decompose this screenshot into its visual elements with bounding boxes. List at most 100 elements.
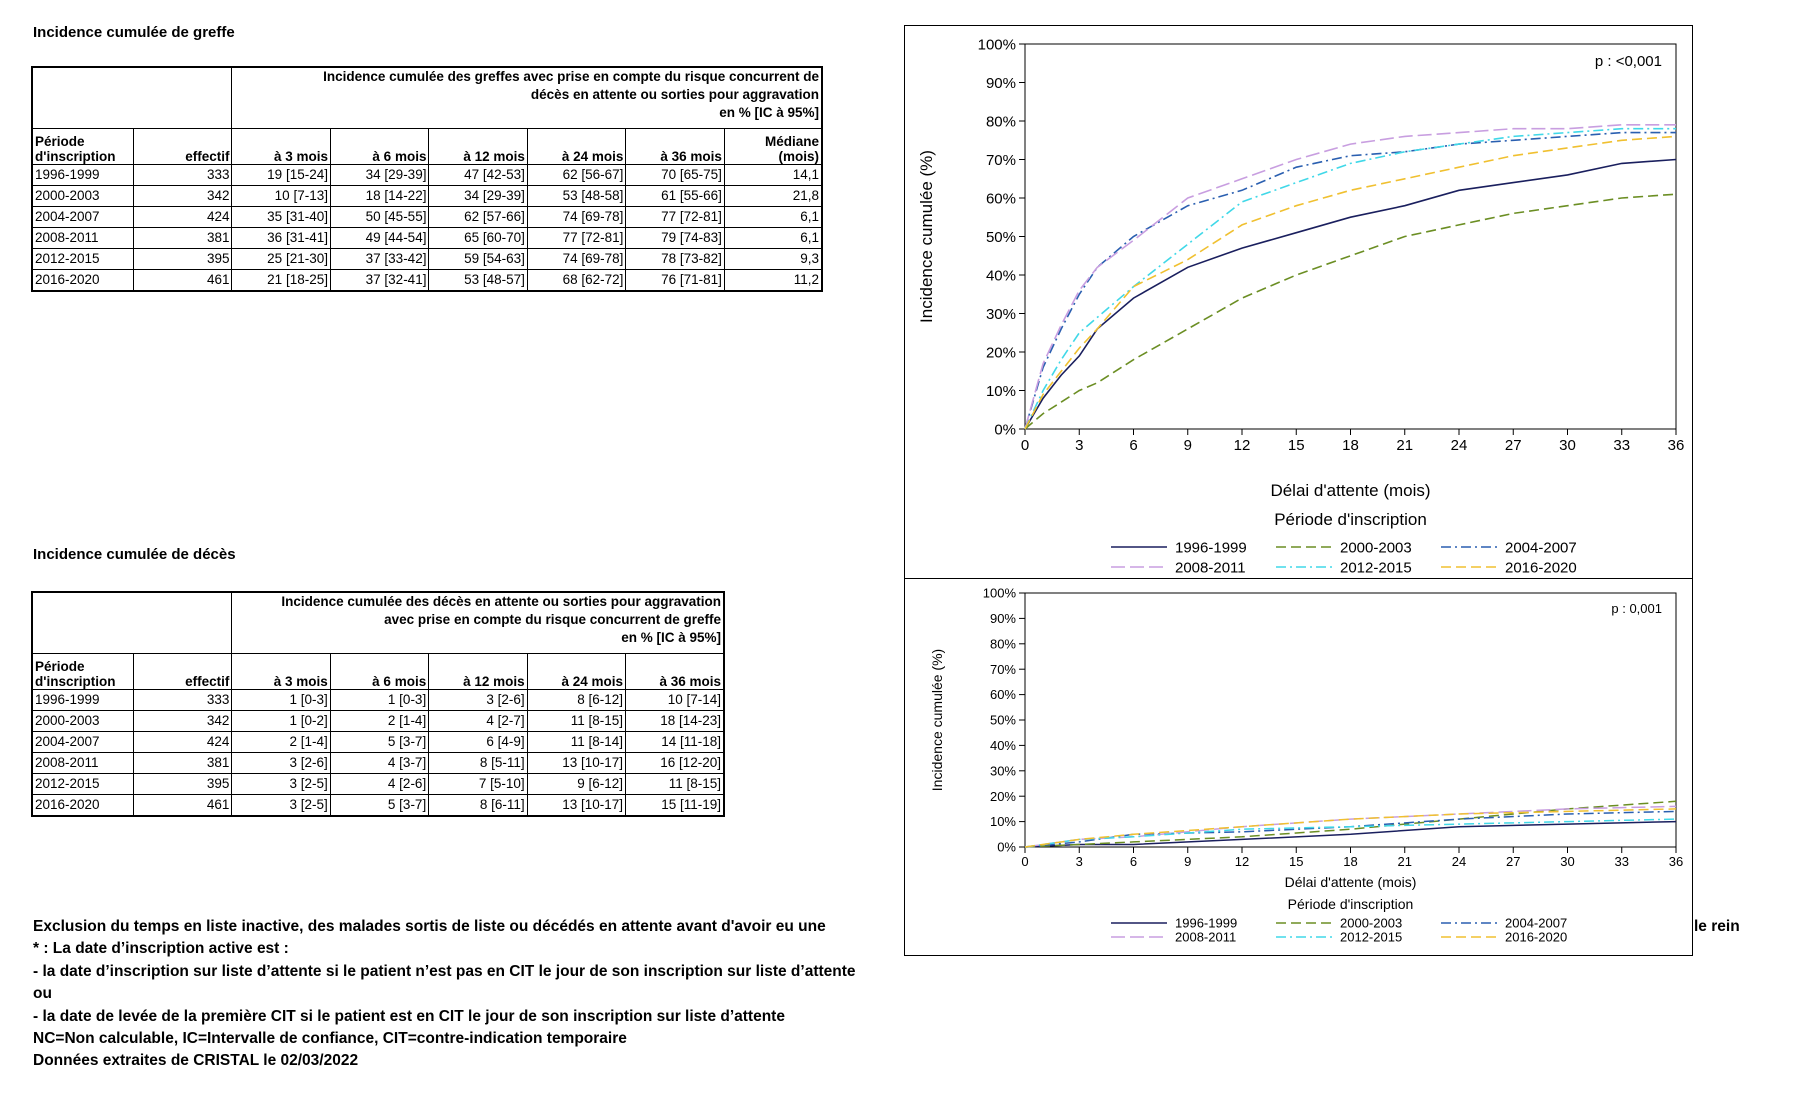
period-cell: 2004-2007 [31,205,134,228]
count-cell: 333 [132,688,233,711]
legend-label: 1996-1999 [1175,916,1237,931]
death-header-row: Période d'inscription effectif à 3 mois à… [31,652,725,690]
y-tick-label: 40% [990,738,1016,753]
col-time-header: à 12 mois [428,652,528,690]
graft-table-corner [31,66,233,129]
median-cell: 9,3 [723,247,823,270]
legend-label: 2012-2015 [1340,559,1412,576]
legend-title: Période d'inscription [1274,510,1427,529]
incidence-cell: 8 [6-11] [428,793,528,816]
graft-incidence-chart: 0%10%20%30%40%50%60%70%80%90%100%0 3 6 9 12 1… [917,36,1684,576]
note-abbreviations: NC=Non calculable, IC=Intervalle de conf… [33,1030,627,1048]
incidence-cell: 10 [7-13] [231,184,331,207]
legend-label: 2012-2015 [1340,930,1402,945]
y-tick-label: 70% [990,662,1016,677]
median-cell: 14,1 [723,163,823,186]
table-row: 1996-1999 333 1 [0-3] 1 [0-3] 3 [2-6] 8 [6-12… [31,688,725,711]
x-tick-label: 21 [1396,437,1413,454]
table-row: 2000-2003 342 10 [7-13] 18 [14-22] 34 [29-39… [31,184,823,207]
x-tick-label: 33 [1613,437,1630,454]
death-incidence-chart: 0%10%20%30%40%50%60%70%80%90%100%0 3 6 9 12 1… [929,586,1683,945]
x-tick-label: 3 [1076,854,1083,869]
x-tick-label: 15 [1288,437,1305,454]
col-time-header: à 12 mois [428,127,528,165]
table-row: 2004-2007 424 35 [31-40] 50 [45-55] 62 [57-6… [31,205,823,228]
count-cell: 381 [132,226,233,249]
incidence-cell: 53 [48-58] [526,184,627,207]
count-cell: 395 [132,247,233,270]
incidence-cell: 35 [31-40] [231,205,331,228]
legend-label: 2000-2003 [1340,539,1412,556]
y-tick-label: 20% [990,789,1016,804]
incidence-cell: 3 [2-6] [231,751,331,774]
y-tick-label: 30% [990,763,1016,778]
period-cell: 2016-2020 [31,268,134,291]
note-exclusion: Exclusion du temps en liste inactive, de… [33,918,826,935]
x-tick-label: 12 [1234,437,1251,454]
death-heading: Incidence cumulée de décès [33,546,236,563]
incidence-cell: 2 [1-4] [231,730,331,753]
table-row: 2008-2011 381 36 [31-41] 49 [44-54] 65 [60-7… [31,226,823,249]
y-tick-label: 0% [994,421,1016,438]
y-tick-label: 50% [990,713,1016,728]
incidence-cell: 3 [2-5] [231,772,331,795]
table-row: 2008-2011 381 3 [2-6] 4 [3-7] 8 [5-11] 13 [10… [31,751,725,774]
incidence-cell: 77 [72-81] [526,226,627,249]
x-tick-label: 3 [1075,437,1083,454]
col-time-header: à 24 mois [526,652,627,690]
y-tick-label: 90% [986,75,1016,92]
period-cell: 2012-2015 [31,247,134,270]
x-tick-label: 24 [1451,437,1468,454]
incidence-cell: 18 [14-22] [329,184,430,207]
x-tick-label: 6 [1130,854,1137,869]
y-tick-label: 10% [986,383,1016,400]
count-cell: 461 [132,793,233,816]
incidence-cell: 74 [69-78] [526,205,627,228]
incidence-cell: 15 [11-19] [625,793,725,816]
death-table-caption: Incidence cumulée des décès en attente o… [231,591,725,654]
incidence-cell: 49 [44-54] [329,226,430,249]
period-cell: 2008-2011 [31,751,134,774]
col-period-header: Période d'inscription [31,127,134,165]
x-tick-label: 15 [1289,854,1303,869]
count-cell: 395 [132,772,233,795]
x-axis-title: Délai d'attente (mois) [1270,481,1430,500]
incidence-cell: 65 [60-70] [428,226,528,249]
y-tick-label: 20% [986,344,1016,361]
incidence-cell: 74 [69-78] [526,247,627,270]
col-period-header: Période d'inscription [31,652,134,690]
incidence-cell: 3 [2-5] [231,793,331,816]
x-tick-label: 27 [1506,854,1520,869]
y-tick-label: 0% [997,840,1016,855]
incidence-cell: 7 [5-10] [428,772,528,795]
legend-label: 2008-2011 [1175,559,1246,576]
legend-label: 1996-1999 [1175,539,1247,556]
period-cell: 2012-2015 [31,772,134,795]
incidence-cell: 2 [1-4] [329,709,430,732]
median-cell: 6,1 [723,205,823,228]
plot-frame [1024,43,1677,430]
x-tick-label: 30 [1560,854,1574,869]
incidence-cell: 62 [56-67] [526,163,627,186]
note-date-rule-1: - la date d’inscription sur liste d’atte… [33,962,856,980]
incidence-cell: 6 [4-9] [428,730,528,753]
legend-title: Période d'inscription [1288,896,1414,912]
graft-header-row: Période d'inscription effectif à 3 mois à… [31,127,823,165]
count-cell: 342 [132,709,233,732]
y-tick-label: 10% [990,814,1016,829]
col-time-header: à 36 mois [625,652,725,690]
note-exclusion-tail: le rein [1694,918,1740,935]
series-line-2000-2003 [1024,193,1677,430]
x-tick-label: 18 [1342,437,1359,454]
col-median-header: Médiane (mois) [723,127,823,165]
table-row: 2000-2003 342 1 [0-2] 2 [1-4] 4 [2-7] 11 [8-1… [31,709,725,732]
incidence-cell: 19 [15-24] [231,163,331,186]
y-tick-label: 90% [990,611,1016,626]
incidence-cell: 13 [10-17] [526,793,627,816]
series-line-2004-2007 [1024,131,1676,430]
y-tick-label: 100% [983,586,1017,601]
median-cell: 6,1 [723,226,823,249]
incidence-cell: 8 [5-11] [428,751,528,774]
period-cell: 2004-2007 [31,730,134,753]
death-table: Incidence cumulée des décès en attente o… [31,591,725,817]
